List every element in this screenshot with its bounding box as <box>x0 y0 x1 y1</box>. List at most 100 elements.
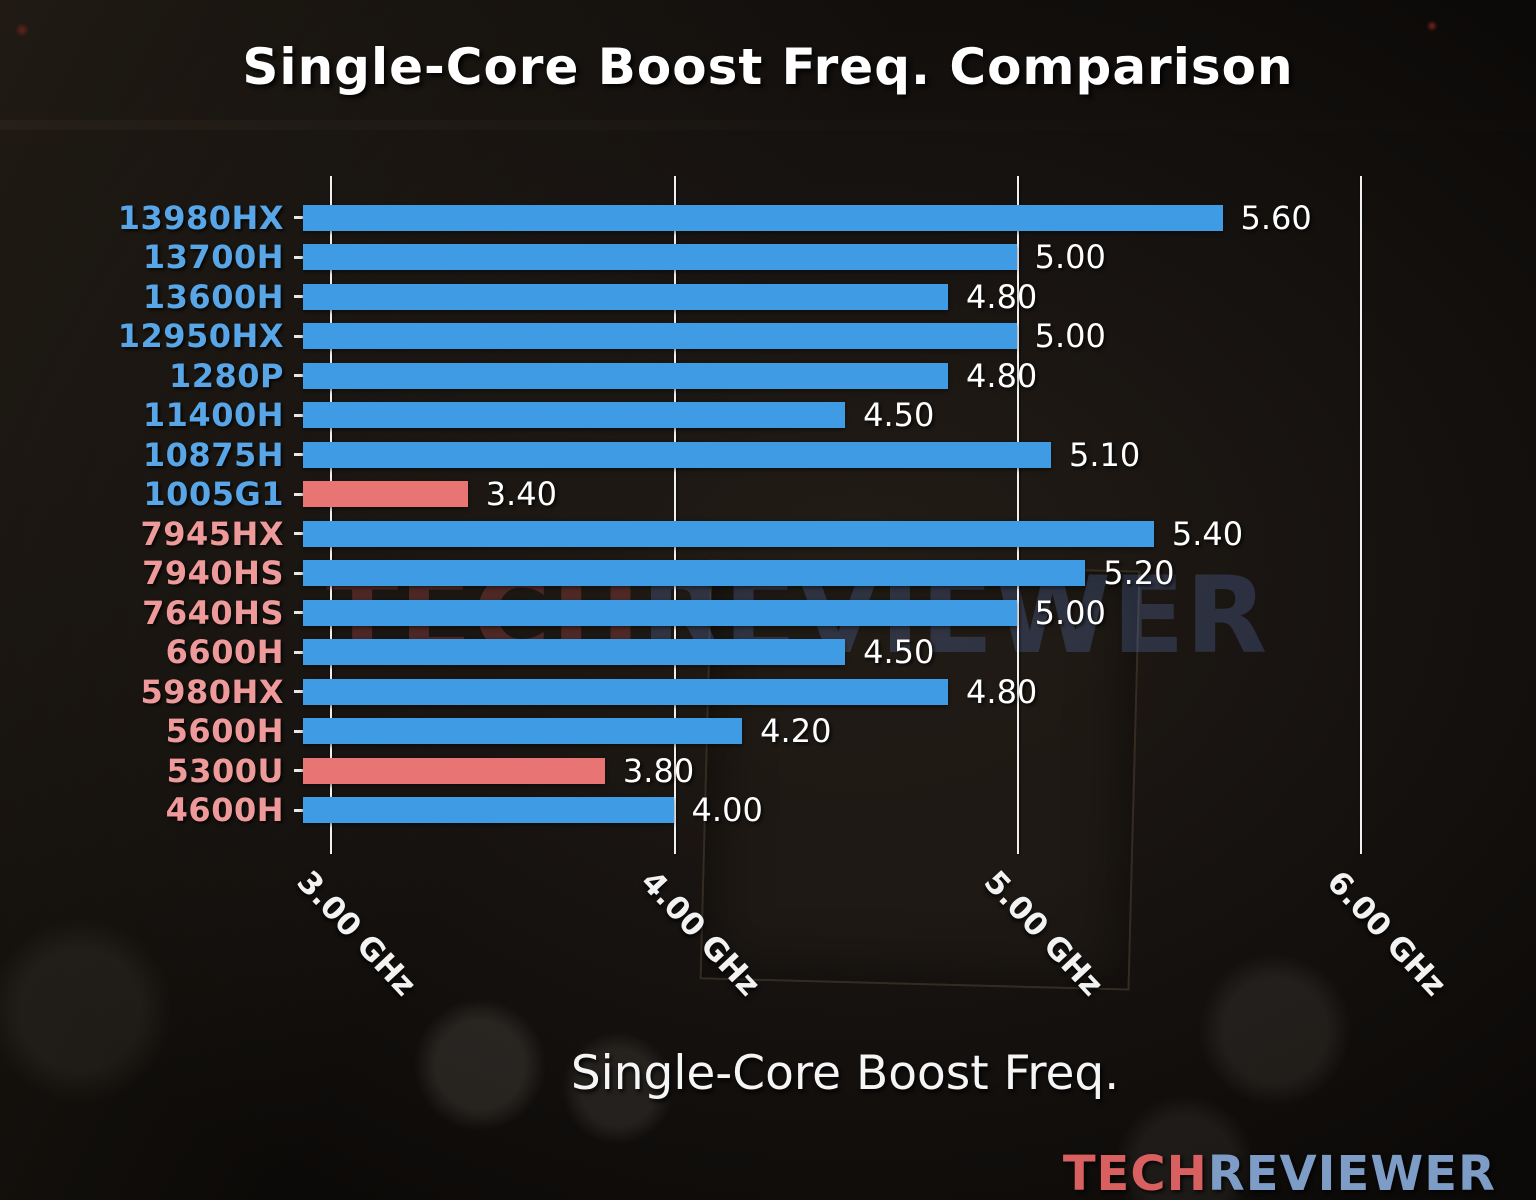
gridline <box>673 176 676 854</box>
bar <box>303 362 949 389</box>
category-label: 13600H <box>142 277 284 316</box>
gridline <box>1359 176 1362 854</box>
category-label: 12950HX <box>117 317 284 356</box>
value-label: 5.60 <box>1240 198 1312 237</box>
bar-track: 5.00 <box>303 317 1497 357</box>
bar-track: 5.10 <box>303 435 1497 475</box>
chart-row: 5300U 3.80 <box>0 751 1497 791</box>
y-tick-mark <box>294 650 303 654</box>
x-tick-label: 6.00 GHz <box>1319 864 1453 1004</box>
chart-row: 13600H 4.80 <box>0 277 1497 317</box>
bar <box>303 283 949 310</box>
gridline <box>330 176 333 854</box>
bar-track: 5.60 <box>303 198 1497 238</box>
category-label: 1005G1 <box>143 475 284 514</box>
y-tick-mark <box>294 729 303 733</box>
bar <box>303 797 674 824</box>
category-label: 1280P <box>168 356 284 395</box>
bar-track: 3.40 <box>303 475 1497 515</box>
bar-track: 3.80 <box>303 751 1497 791</box>
brand-logo-reviewer: REVIEWER <box>1207 1146 1496 1200</box>
value-label: 5.00 <box>1034 317 1106 356</box>
value-label: 5.00 <box>1034 593 1106 632</box>
y-tick-mark <box>294 808 303 812</box>
bar <box>303 757 605 784</box>
chart-row: 1280P 4.80 <box>0 356 1497 396</box>
bar <box>303 560 1086 587</box>
y-tick-mark <box>294 611 303 615</box>
bar-track: 5.20 <box>303 554 1497 594</box>
x-tick-label: 3.00 GHz <box>290 864 424 1004</box>
gridline <box>1016 176 1019 854</box>
value-label: 4.80 <box>966 277 1038 316</box>
bar <box>303 244 1017 271</box>
brand-logo-tech: TECH <box>1062 1146 1208 1200</box>
value-label: 4.80 <box>966 356 1038 395</box>
bar-track: 5.00 <box>303 238 1497 278</box>
chart-row: 5980HX 4.80 <box>0 672 1497 712</box>
value-label: 4.50 <box>863 396 935 435</box>
y-tick-mark <box>294 453 303 457</box>
y-tick-mark <box>294 492 303 496</box>
bar-track: 4.80 <box>303 672 1497 712</box>
category-label: 7640HS <box>142 593 284 632</box>
category-label: 13700H <box>142 238 284 277</box>
bar <box>303 204 1223 231</box>
x-axis-ticks: 3.00 GHz 4.00 GHz 5.00 GHz 6.00 GHz <box>290 858 1497 1038</box>
bar-track: 4.50 <box>303 396 1497 436</box>
category-label: 4600H <box>165 791 284 830</box>
chart-title: Single-Core Boost Freq. Comparison <box>242 38 1294 96</box>
category-label: 13980HX <box>117 198 284 237</box>
chart-row: 13700H 5.00 <box>0 238 1497 278</box>
bar-track: 4.50 <box>303 633 1497 673</box>
chart-row: 7945HX 5.40 <box>0 514 1497 554</box>
bar <box>303 599 1017 626</box>
y-tick-mark <box>294 334 303 338</box>
value-label: 3.40 <box>485 475 557 514</box>
bar <box>303 678 949 705</box>
value-label: 4.00 <box>691 791 763 830</box>
chart-row: 7640HS 5.00 <box>0 593 1497 633</box>
y-tick-mark <box>294 769 303 773</box>
plot-area <box>303 176 1497 854</box>
bar <box>303 441 1051 468</box>
value-label: 5.10 <box>1068 435 1141 474</box>
y-tick-mark <box>294 571 303 575</box>
chart-row: 7940HS 5.20 <box>0 554 1497 594</box>
chart-row: 6600H 4.50 <box>0 633 1497 673</box>
value-label: 5.40 <box>1171 514 1244 553</box>
value-label: 4.50 <box>863 633 935 672</box>
category-label: 10875H <box>142 435 284 474</box>
chart-row: 12950HX 5.00 <box>0 317 1497 357</box>
y-tick-mark <box>294 216 303 220</box>
category-label: 5980HX <box>140 672 284 711</box>
category-label: 11400H <box>142 396 284 435</box>
value-label: 5.20 <box>1103 554 1175 593</box>
value-label: 4.20 <box>760 712 832 751</box>
bar <box>303 402 846 429</box>
bar-track: 4.00 <box>303 791 1497 831</box>
value-label: 4.80 <box>966 672 1038 711</box>
chart-row: 13980HX 5.60 <box>0 198 1497 238</box>
bar-track: 4.20 <box>303 712 1497 752</box>
x-tick-label: 5.00 GHz <box>976 864 1110 1004</box>
category-label: 7940HS <box>142 554 284 593</box>
chart-row: 1005G1 3.40 <box>0 475 1497 515</box>
y-tick-mark <box>294 690 303 694</box>
x-tick-label: 4.00 GHz <box>633 864 767 1004</box>
bar-rows: 13980HX 5.60 13700H 5.00 13600H 4.80 12950HX 5.… <box>0 198 1497 830</box>
bar-track: 5.40 <box>303 514 1497 554</box>
y-tick-mark <box>294 413 303 417</box>
x-axis-title: Single-Core Boost Freq. <box>570 1046 1120 1101</box>
category-label: 5600H <box>165 712 284 751</box>
y-tick-mark <box>294 532 303 536</box>
y-tick-mark <box>294 255 303 259</box>
category-label: 7945HX <box>140 514 284 553</box>
bar <box>303 481 468 508</box>
category-label: 5300U <box>166 751 284 790</box>
bar-track: 4.80 <box>303 356 1497 396</box>
bar-track: 5.00 <box>303 593 1497 633</box>
y-tick-mark <box>294 374 303 378</box>
chart-row: 4600H 4.00 <box>0 791 1497 831</box>
